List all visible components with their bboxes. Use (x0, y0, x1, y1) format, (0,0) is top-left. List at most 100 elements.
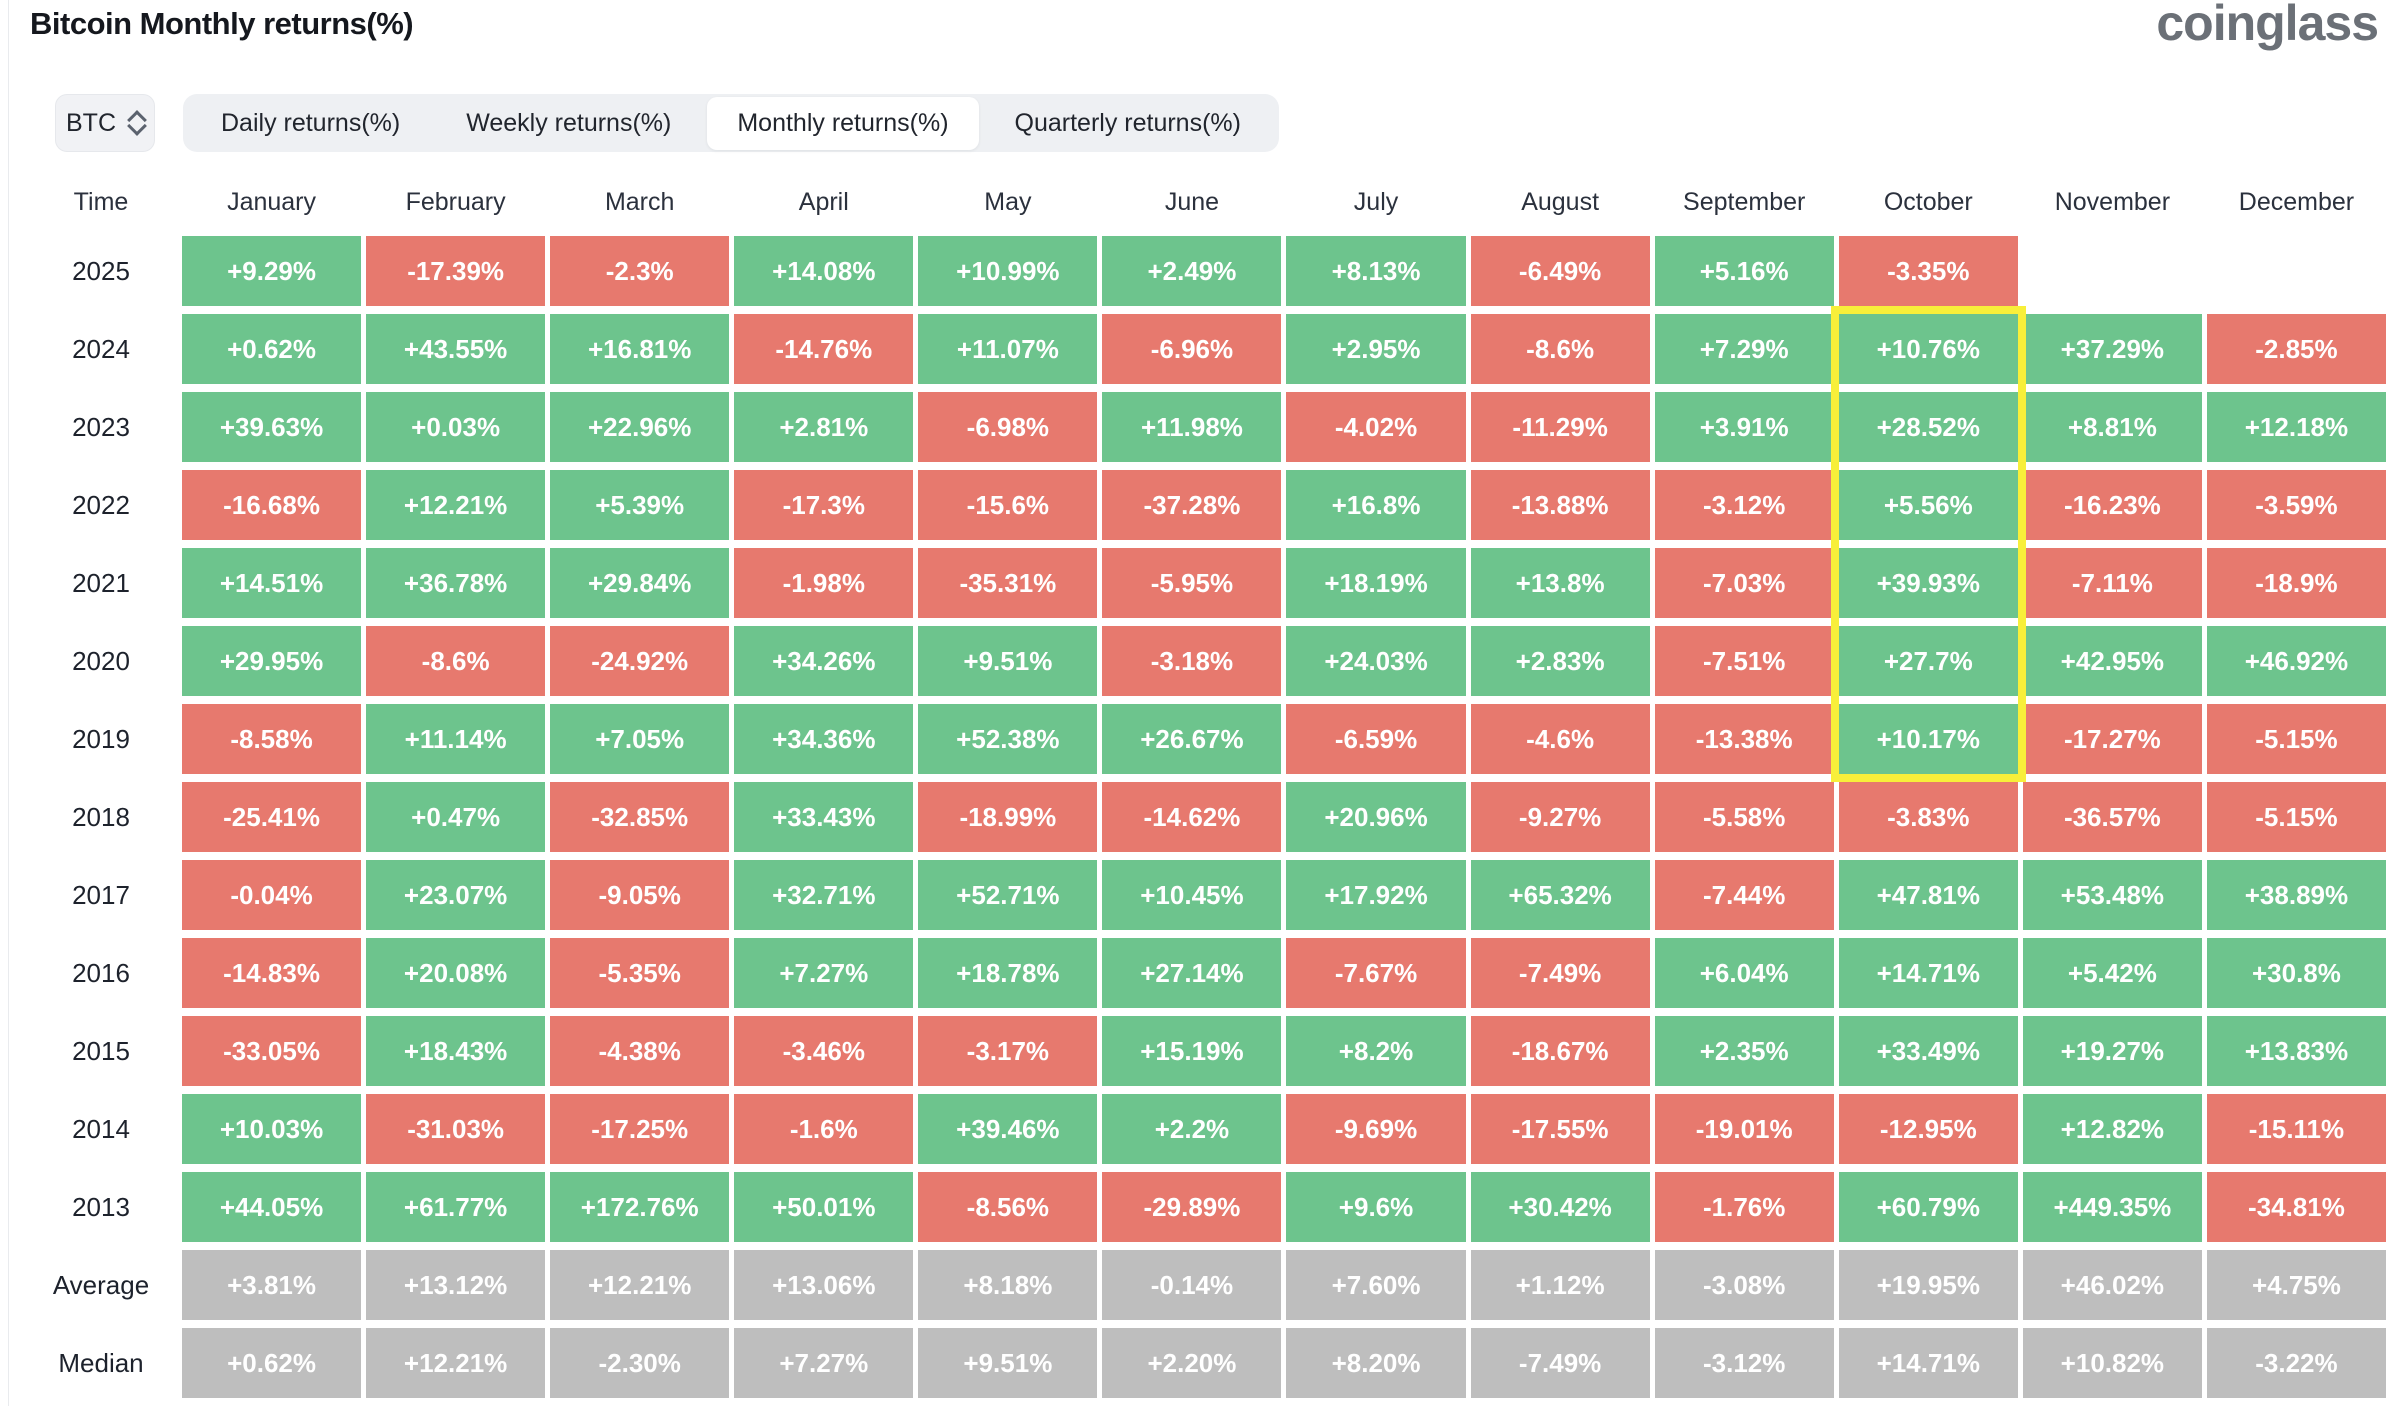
return-cell: +0.62% (182, 314, 362, 384)
return-cell: +2.20% (1102, 1328, 1282, 1398)
return-cell: +12.18% (2206, 392, 2386, 462)
return-cell: -25.41% (182, 782, 362, 852)
return-cell: +10.99% (918, 236, 1098, 306)
return-cell: +0.62% (182, 1328, 362, 1398)
tab-weekly-returns[interactable]: Weekly returns(%) (436, 97, 701, 150)
return-cell: +8.13% (1286, 236, 1466, 306)
row-label: Average (52, 1269, 150, 1300)
coinglass-logo: coinglass (2156, 0, 2379, 51)
return-cell: +26.67% (1102, 704, 1282, 774)
return-cell: -18.67% (1470, 1016, 1650, 1086)
return-cell: -19.01% (1654, 1094, 1834, 1164)
return-cell: +47.81% (1838, 860, 2018, 930)
return-cell: -2.85% (2206, 314, 2386, 384)
return-cell: -14.76% (734, 314, 914, 384)
return-cell: +33.43% (734, 782, 914, 852)
return-cell: +18.43% (366, 1016, 546, 1086)
returns-grid: Time January February March April May June July… (0, 176, 2386, 1398)
return-cell: +30.8% (2206, 938, 2386, 1008)
return-cell: +10.76% (1838, 314, 2018, 384)
symbol-select[interactable]: BTC (55, 94, 155, 152)
return-cell: -12.95% (1838, 1094, 2018, 1164)
tab-monthly-returns[interactable]: Monthly returns(%) (707, 96, 979, 150)
return-cell: +53.48% (2022, 860, 2202, 930)
return-cell: +10.82% (2022, 1328, 2202, 1398)
return-cell: +34.26% (734, 626, 914, 696)
return-cell: -1.6% (734, 1094, 914, 1164)
return-cell: +27.14% (1102, 938, 1282, 1008)
return-cell: -31.03% (366, 1094, 546, 1164)
return-cell: -18.99% (918, 782, 1098, 852)
return-cell: +2.83% (1470, 626, 1650, 696)
return-cell: -0.14% (1102, 1250, 1282, 1320)
return-cell: -8.6% (1470, 314, 1650, 384)
return-cell: -4.02% (1286, 392, 1466, 462)
return-cell: +10.17% (1838, 704, 2018, 774)
return-cell: +9.29% (182, 236, 362, 306)
return-cell: +172.76% (550, 1172, 730, 1242)
return-cell: -7.03% (1654, 548, 1834, 618)
return-cell: +43.55% (366, 314, 546, 384)
return-cell: +9.51% (918, 626, 1098, 696)
return-cell: +18.19% (1286, 548, 1466, 618)
return-cell: -3.59% (2206, 470, 2386, 540)
return-cell: +3.91% (1654, 392, 1834, 462)
row-label: 2022 (72, 489, 130, 520)
row-label: 2015 (72, 1035, 130, 1066)
row-label: 2013 (72, 1191, 130, 1222)
return-cell: +12.82% (2022, 1094, 2202, 1164)
symbol-select-value: BTC (66, 108, 116, 137)
column-header: July (1353, 187, 1399, 216)
column-header: May (984, 187, 1032, 216)
return-cell: +449.35% (2022, 1172, 2202, 1242)
return-cell: +39.46% (918, 1094, 1098, 1164)
return-cell: +9.6% (1286, 1172, 1466, 1242)
return-cell: -3.08% (1654, 1250, 1834, 1320)
return-cell: +30.42% (1470, 1172, 1650, 1242)
return-cell: -2.3% (550, 236, 730, 306)
return-cell: -24.92% (550, 626, 730, 696)
return-cell: -5.35% (550, 938, 730, 1008)
return-cell: -15.6% (918, 470, 1098, 540)
return-cell: +13.12% (366, 1250, 546, 1320)
return-cell: -6.98% (918, 392, 1098, 462)
column-header: November (2054, 187, 2171, 216)
return-cell: -17.25% (550, 1094, 730, 1164)
return-cell: -32.85% (550, 782, 730, 852)
return-cell: -3.12% (1654, 1328, 1834, 1398)
return-cell: +50.01% (734, 1172, 914, 1242)
return-cell: -7.49% (1470, 1328, 1650, 1398)
return-cell: -5.15% (2206, 782, 2386, 852)
return-cell: +6.04% (1654, 938, 1834, 1008)
tab-daily-returns[interactable]: Daily returns(%) (191, 97, 430, 150)
return-cell: +2.35% (1654, 1016, 1834, 1086)
return-cell: -4.38% (550, 1016, 730, 1086)
row-label: 2023 (72, 411, 130, 442)
column-header: January (227, 187, 317, 216)
returns-period-tabs: Daily returns(%) Weekly returns(%) Month… (183, 94, 1279, 152)
return-cell: +27.7% (1838, 626, 2018, 696)
return-cell: +13.83% (2206, 1016, 2386, 1086)
tab-quarterly-returns[interactable]: Quarterly returns(%) (985, 97, 1271, 150)
return-cell: -3.18% (1102, 626, 1282, 696)
return-cell: -7.44% (1654, 860, 1834, 930)
return-cell: -1.76% (1654, 1172, 1834, 1242)
return-cell: -5.15% (2206, 704, 2386, 774)
return-cell: -17.39% (366, 236, 546, 306)
return-cell: +29.84% (550, 548, 730, 618)
return-cell: -33.05% (182, 1016, 362, 1086)
return-cell: -16.23% (2022, 470, 2202, 540)
return-cell: +5.16% (1654, 236, 1834, 306)
column-header-time: Time (73, 187, 129, 216)
return-cell: -3.46% (734, 1016, 914, 1086)
column-header: October (1883, 187, 1973, 216)
return-cell: +7.60% (1286, 1250, 1466, 1320)
return-cell: -37.28% (1102, 470, 1282, 540)
column-header: December (2238, 187, 2355, 216)
return-cell: +16.81% (550, 314, 730, 384)
return-cell: -0.04% (182, 860, 362, 930)
return-cell: +2.49% (1102, 236, 1282, 306)
return-cell: +5.42% (2022, 938, 2202, 1008)
monthly-returns-table: Time January February March April May June July… (0, 176, 2386, 1398)
return-cell: +13.06% (734, 1250, 914, 1320)
